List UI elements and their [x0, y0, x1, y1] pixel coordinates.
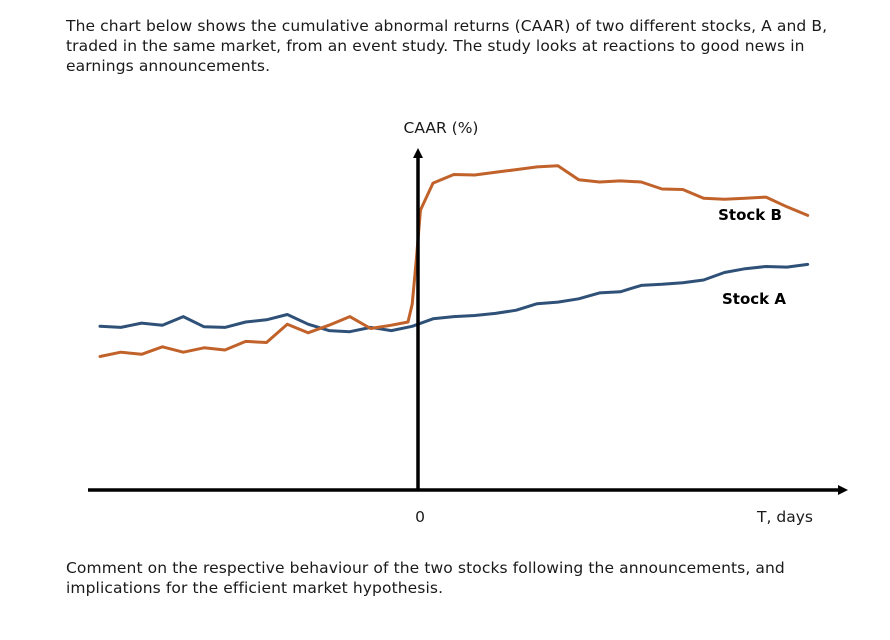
series-stock-b [98, 164, 810, 358]
line-stock-b [98, 164, 810, 358]
intro-text: The chart below shows the cumulative abn… [66, 17, 828, 75]
series-stock-a [98, 262, 810, 334]
series-layer [98, 164, 810, 358]
x-axis-label: T, days [756, 508, 813, 526]
line-stock-a [98, 262, 810, 334]
series-label-stock-a: Stock A [722, 290, 786, 308]
y-axis-label: CAAR (%) [404, 119, 479, 137]
x-tick-label: 0 [415, 508, 425, 526]
question-text: Comment on the respective behaviour of t… [66, 559, 785, 597]
series-label-stock-b: Stock B [718, 206, 782, 224]
